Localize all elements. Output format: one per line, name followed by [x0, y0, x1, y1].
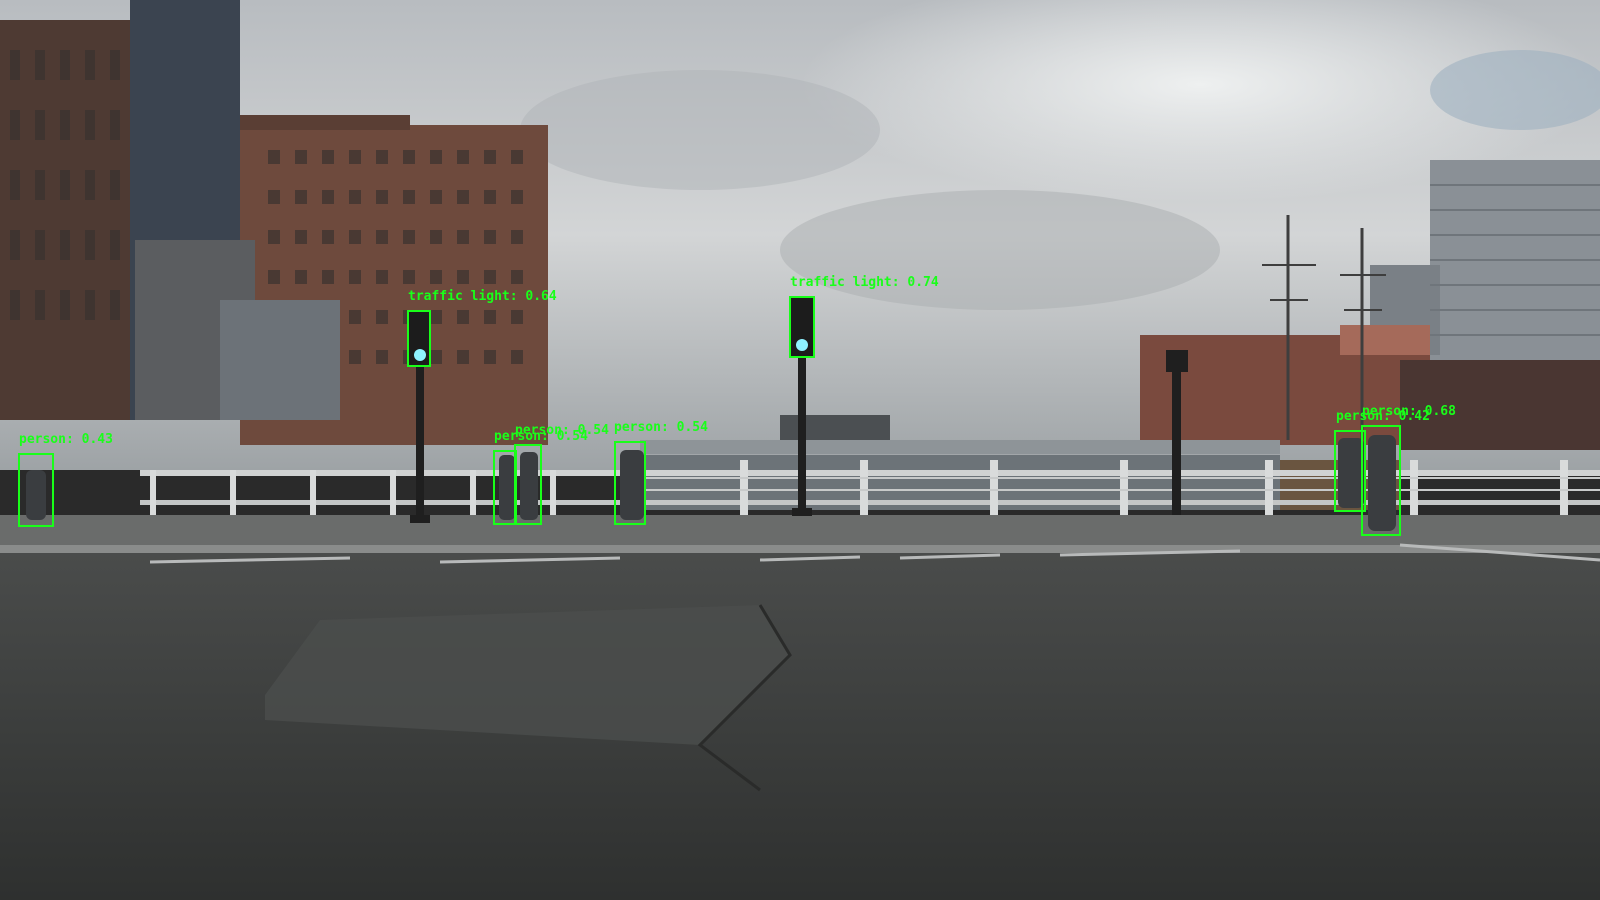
- person-detection-box: [493, 450, 517, 525]
- person-detection-box: [1334, 430, 1366, 512]
- traffic-light-detection-box: [407, 310, 431, 367]
- distant-bridge: [640, 440, 1280, 454]
- person-detection-label: person: 0.54: [494, 429, 588, 444]
- person-detection-label: person: 0.42: [1336, 409, 1430, 424]
- person-detection-label: person: 0.43: [19, 432, 113, 447]
- person-detection-box: [18, 453, 54, 527]
- railing: [140, 470, 1600, 476]
- road: [0, 553, 1600, 900]
- building-left-brick: [0, 20, 135, 420]
- traffic-light-detection-label: traffic light: 0.64: [408, 289, 557, 304]
- traffic-light-detection-label: traffic light: 0.74: [790, 275, 939, 290]
- person-detection-label: person: 0.54: [515, 423, 609, 438]
- person-detection-label: person: 0.68: [1362, 404, 1456, 419]
- person-detection-box: [614, 441, 646, 525]
- person-detection-box: [514, 444, 542, 525]
- traffic-light-detection-box: [789, 296, 815, 358]
- person-detection-box: [1361, 425, 1401, 536]
- person-detection-label: person: 0.54: [614, 420, 708, 435]
